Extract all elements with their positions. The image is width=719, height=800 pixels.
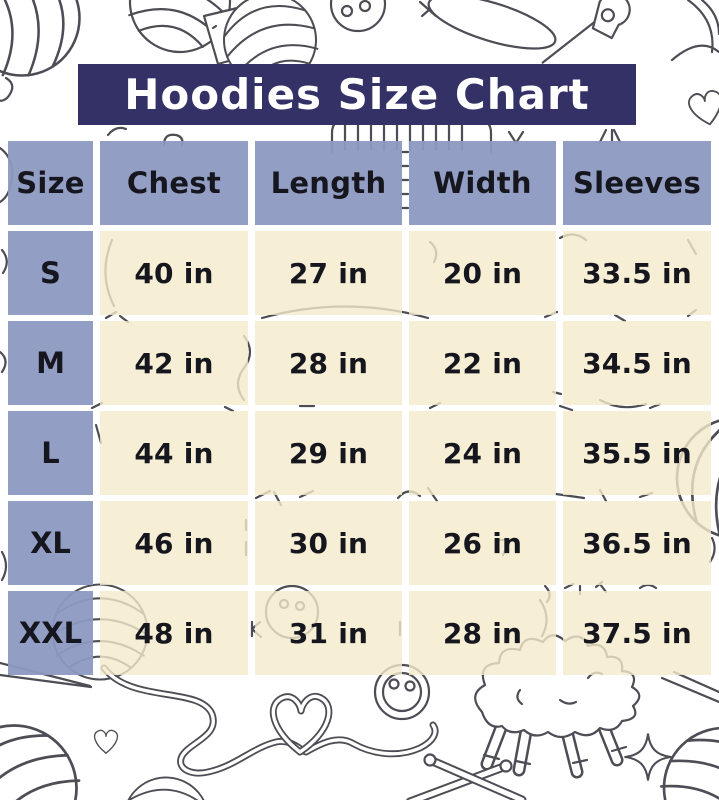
cell-l-width: 24 in (409, 411, 556, 495)
cell-m-chest: 42 in (100, 321, 248, 405)
yarn-ball-icon (0, 0, 90, 86)
cell-s-width: 20 in (409, 231, 556, 315)
column-header-chest: Chest (100, 141, 248, 225)
cell-xl-sleeves: 36.5 in (563, 501, 711, 585)
page-title: Hoodies Size Chart (124, 70, 590, 119)
cell-l-length: 29 in (255, 411, 402, 495)
title-banner: Hoodies Size Chart (78, 64, 636, 125)
cell-l-sleeves: 35.5 in (563, 411, 711, 495)
cell-xxl-length: 31 in (255, 591, 402, 675)
cell-m-length: 28 in (255, 321, 402, 405)
row-label-s: S (8, 231, 93, 315)
row-label-xxl: XXL (8, 591, 93, 675)
cell-xl-width: 26 in (409, 501, 556, 585)
row-label-l: L (8, 411, 93, 495)
cell-m-sleeves: 34.5 in (563, 321, 711, 405)
safety-pin-icon (541, 0, 631, 64)
column-header-length: Length (255, 141, 402, 225)
cell-s-chest: 40 in (100, 231, 248, 315)
heart-icon (686, 88, 719, 129)
button-icon (329, 0, 387, 33)
column-header-size: Size (8, 141, 93, 225)
yarn-ball-icon (119, 773, 213, 800)
yarn-ball-icon (0, 699, 103, 800)
row-label-m: M (8, 321, 93, 405)
cell-s-length: 27 in (255, 231, 402, 315)
cell-l-chest: 44 in (100, 411, 248, 495)
crochet-hook-icon (418, 0, 557, 50)
button-icon (373, 663, 431, 721)
yarn-thread-icon (100, 664, 439, 777)
cell-xxl-width: 28 in (409, 591, 556, 675)
column-header-width: Width (409, 141, 556, 225)
cell-xl-length: 30 in (255, 501, 402, 585)
size-table: Size Chest Length Width Sleeves S 40 in … (8, 141, 711, 675)
sparkle-icon (624, 733, 672, 781)
cell-xxl-sleeves: 37.5 in (563, 591, 711, 675)
cell-s-sleeves: 33.5 in (563, 231, 711, 315)
knitting-needle-icon (405, 753, 527, 800)
heart-icon (93, 729, 119, 754)
row-label-xl: XL (8, 501, 93, 585)
cell-xxl-chest: 48 in (100, 591, 248, 675)
cell-xl-chest: 46 in (100, 501, 248, 585)
cell-m-width: 22 in (409, 321, 556, 405)
column-header-sleeves: Sleeves (563, 141, 711, 225)
